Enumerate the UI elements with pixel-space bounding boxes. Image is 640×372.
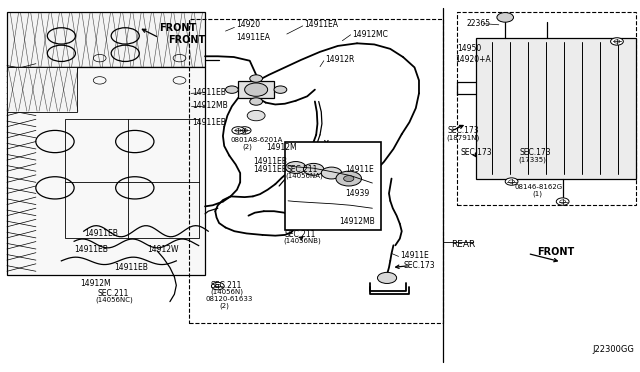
Text: SEC.173: SEC.173 <box>519 148 551 157</box>
Circle shape <box>556 198 569 205</box>
Text: (14056N): (14056N) <box>210 289 243 295</box>
Circle shape <box>247 110 265 121</box>
Text: 14912M: 14912M <box>81 279 111 288</box>
Polygon shape <box>7 67 205 275</box>
Circle shape <box>321 167 342 179</box>
Text: SEC.211: SEC.211 <box>287 165 318 174</box>
Text: 14912W: 14912W <box>148 245 179 254</box>
Text: J22300GG: J22300GG <box>593 345 634 354</box>
Circle shape <box>505 178 518 185</box>
Text: SEC.211: SEC.211 <box>285 230 316 239</box>
Text: (1): (1) <box>532 191 542 198</box>
Text: 14950: 14950 <box>458 44 481 53</box>
Text: 14912MC: 14912MC <box>352 29 388 39</box>
Circle shape <box>232 127 244 134</box>
Polygon shape <box>476 38 636 179</box>
Circle shape <box>244 83 268 96</box>
Text: FRONT: FRONT <box>537 247 574 257</box>
Circle shape <box>303 163 324 175</box>
Text: (2): (2) <box>242 144 252 150</box>
Text: (14056NB): (14056NB) <box>283 238 321 244</box>
Circle shape <box>344 176 354 182</box>
Circle shape <box>211 282 224 290</box>
Text: FRONT: FRONT <box>159 23 196 33</box>
Text: 14911EA: 14911EA <box>304 20 338 29</box>
Text: FRONT: FRONT <box>168 35 205 45</box>
Circle shape <box>238 127 251 134</box>
Text: 14911EB: 14911EB <box>192 88 226 97</box>
Text: 08120-61633: 08120-61633 <box>205 296 252 302</box>
Text: 14912MB: 14912MB <box>192 101 228 110</box>
Text: 14920: 14920 <box>236 20 260 29</box>
Text: 22365: 22365 <box>467 19 491 28</box>
Text: (18791N): (18791N) <box>447 135 480 141</box>
Text: (14056NA): (14056NA) <box>285 173 323 179</box>
Text: 14911EA: 14911EA <box>236 33 269 42</box>
Circle shape <box>336 171 362 186</box>
Text: SEC.173: SEC.173 <box>448 126 479 135</box>
Text: 14911EB: 14911EB <box>84 229 118 238</box>
Text: 14912M: 14912M <box>266 142 296 151</box>
Text: 14911EB: 14911EB <box>253 157 287 166</box>
Text: 14911EB: 14911EB <box>192 119 226 128</box>
Text: 14911EB: 14911EB <box>253 165 287 174</box>
Polygon shape <box>7 12 205 67</box>
Circle shape <box>250 75 262 82</box>
Text: 14911E: 14911E <box>400 251 429 260</box>
Text: (2): (2) <box>219 302 229 309</box>
Text: 14939: 14939 <box>346 189 370 198</box>
Text: (17335): (17335) <box>518 156 546 163</box>
Text: SEC.211: SEC.211 <box>98 289 129 298</box>
Circle shape <box>285 161 306 173</box>
Text: 14912MB: 14912MB <box>339 217 375 226</box>
Polygon shape <box>238 81 274 98</box>
Text: SEC.211: SEC.211 <box>210 281 241 290</box>
Circle shape <box>250 98 262 105</box>
Circle shape <box>274 86 287 93</box>
Text: (14056NC): (14056NC) <box>95 297 133 304</box>
Circle shape <box>378 272 397 283</box>
Polygon shape <box>285 141 381 231</box>
Text: SEC.173: SEC.173 <box>461 148 492 157</box>
Text: 08146-8162G: 08146-8162G <box>515 184 563 190</box>
Circle shape <box>225 86 238 93</box>
Text: 14911EB: 14911EB <box>115 263 148 272</box>
Circle shape <box>497 13 513 22</box>
Text: 0801A8-6201A: 0801A8-6201A <box>230 137 283 143</box>
Text: SEC.173: SEC.173 <box>403 261 435 270</box>
Text: 14912R: 14912R <box>325 55 355 64</box>
Text: 14920+A: 14920+A <box>456 55 491 64</box>
Polygon shape <box>7 67 77 112</box>
Text: 14911EB: 14911EB <box>74 244 108 253</box>
Text: 14911E: 14911E <box>346 165 374 174</box>
Circle shape <box>611 38 623 45</box>
Text: REAR: REAR <box>451 240 475 249</box>
